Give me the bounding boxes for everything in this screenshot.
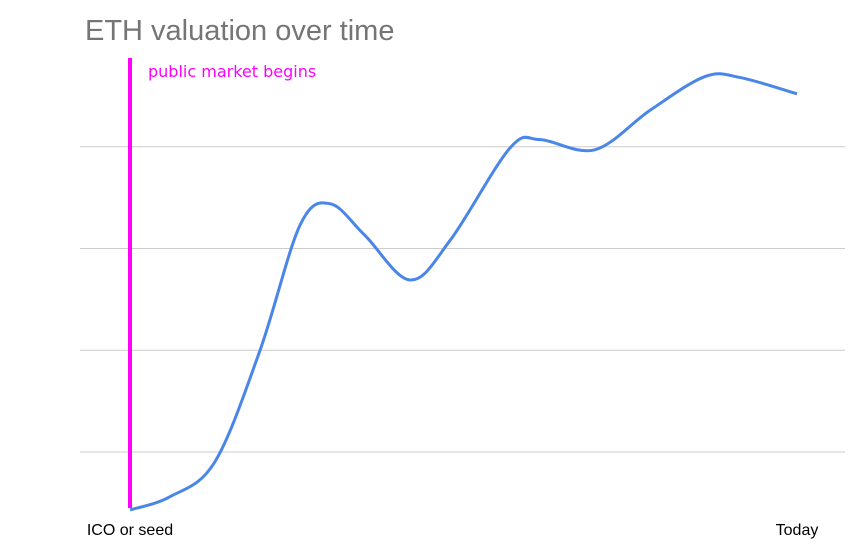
x-tick-label: Today [776, 522, 819, 539]
chart-title: ETH valuation over time [85, 15, 394, 47]
x-tick-label: ICO or seed [87, 522, 173, 539]
annotation-label: public market begins [148, 62, 316, 81]
line [129, 72, 798, 512]
